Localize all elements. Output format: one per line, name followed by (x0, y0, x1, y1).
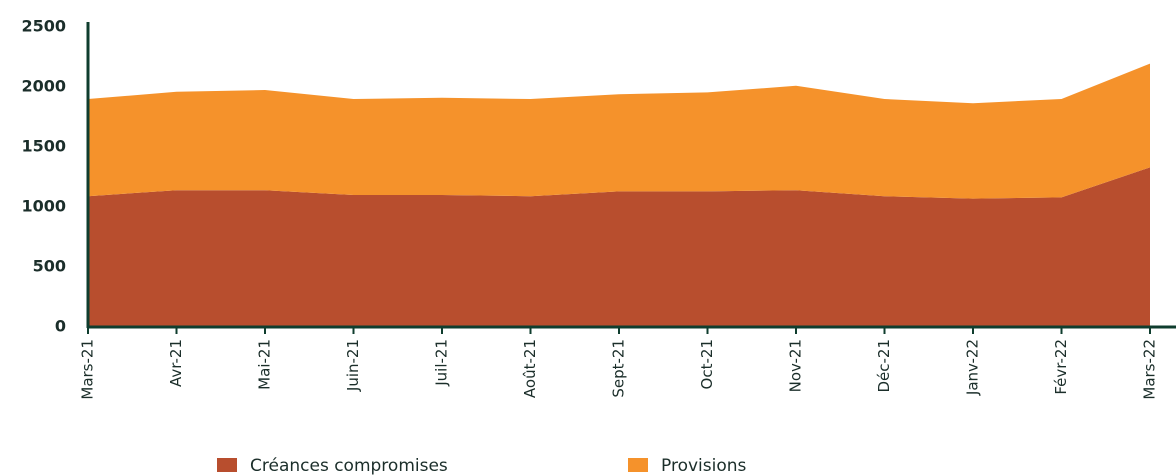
y-tick-label: 2000 (21, 77, 66, 96)
x-tick-label: Oct-21 (698, 339, 716, 389)
x-tick-label: Mai-21 (256, 339, 274, 390)
legend-swatch (628, 458, 648, 472)
y-tick-label: 2500 (21, 17, 66, 36)
x-tick-label: Avr-21 (167, 339, 185, 387)
x-tick-label: Mars-21 (79, 339, 97, 400)
y-tick-label: 500 (33, 257, 66, 276)
legend-swatch (217, 458, 237, 472)
legend-label: Créances compromises (250, 456, 448, 475)
area (88, 63, 1150, 199)
area (88, 167, 1150, 327)
x-tick-label: Sept-21 (610, 339, 628, 398)
x-tick-label: Juil-21 (433, 339, 451, 387)
x-tick-label: Mars-22 (1141, 339, 1159, 400)
x-tick-label: Juin-21 (344, 339, 362, 392)
x-tick-label: Déc-21 (875, 339, 893, 393)
x-tick-label: Févr-22 (1052, 339, 1070, 395)
y-tick-label: 1500 (21, 137, 66, 156)
y-tick-label: 0 (55, 317, 66, 336)
x-tick-label: Août-21 (521, 339, 539, 398)
legend-label: Provisions (661, 456, 747, 475)
y-tick-label: 1000 (21, 197, 66, 216)
x-tick-label: Nov-21 (787, 339, 805, 392)
x-tick-label: Janv-22 (964, 339, 982, 396)
